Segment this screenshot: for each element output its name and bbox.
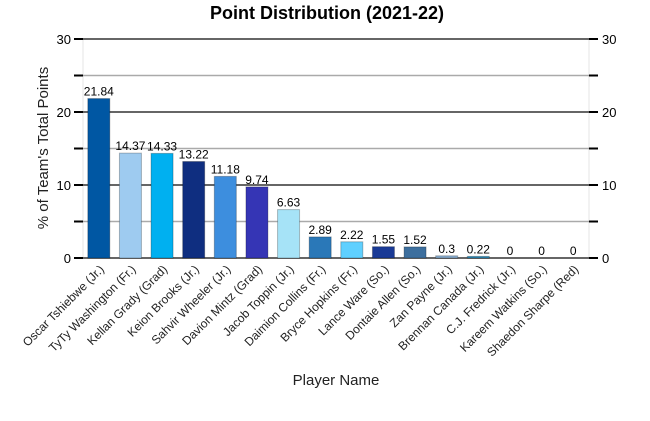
bar <box>150 152 174 259</box>
bar <box>182 160 206 259</box>
bar <box>308 236 332 259</box>
data-label: 11.18 <box>211 162 240 176</box>
data-label: 0.3 <box>438 242 455 256</box>
data-label: 9.74 <box>245 173 269 187</box>
data-label: 0 <box>507 244 514 258</box>
y-tick-label-left: 20 <box>57 105 71 120</box>
data-label: 14.33 <box>147 139 177 153</box>
data-label: 0 <box>570 244 577 258</box>
bar <box>435 255 459 259</box>
y-tick-label-left: 30 <box>57 32 71 47</box>
data-label: 6.63 <box>277 196 301 210</box>
data-label: 14.37 <box>115 139 145 153</box>
bar <box>87 98 111 259</box>
data-label: 0.22 <box>467 242 491 256</box>
bar <box>245 186 269 259</box>
bar <box>118 152 142 259</box>
data-label: 2.22 <box>340 228 364 242</box>
y-axis-label: % of Team's Total Points <box>35 67 52 229</box>
bar <box>213 175 237 259</box>
data-label: 1.52 <box>403 233 427 247</box>
bar <box>466 255 490 259</box>
bar <box>403 246 427 259</box>
data-label: 21.84 <box>84 85 114 99</box>
data-label: 1.55 <box>372 233 396 247</box>
y-tick-label-right: 0 <box>602 251 609 266</box>
y-tick-label-right: 20 <box>602 105 616 120</box>
y-tick-label-right: 30 <box>602 32 616 47</box>
data-label: 2.89 <box>309 223 333 237</box>
y-tick-label-left: 10 <box>57 178 71 193</box>
y-tick-label-right: 10 <box>602 178 616 193</box>
data-label: 13.22 <box>179 147 209 161</box>
x-axis-label: Player Name <box>293 372 380 389</box>
bar <box>277 209 301 259</box>
y-tick-label-left: 0 <box>64 251 71 266</box>
data-label: 0 <box>538 244 545 258</box>
chart-title: Point Distribution (2021-22) <box>210 3 444 23</box>
bar <box>340 241 364 259</box>
bar <box>371 246 395 259</box>
